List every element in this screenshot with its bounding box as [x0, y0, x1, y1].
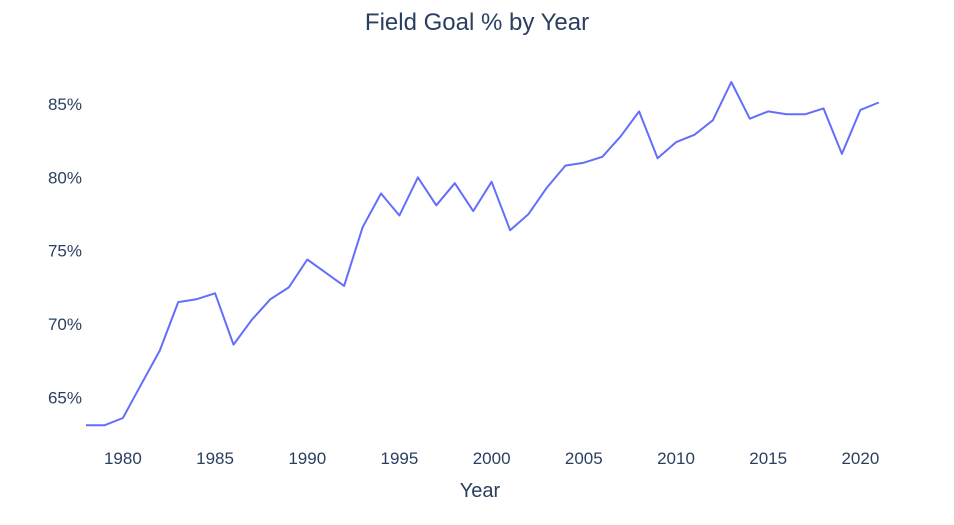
x-tick-label: 2000 — [473, 449, 511, 468]
x-axis-title: Year — [460, 480, 501, 502]
x-axis-ticks: 1980 1985 1990 1995 2000 2005 2010 2015 2020 — [104, 449, 879, 468]
y-axis-ticks: 65% 70% 75% 80% 85% — [48, 95, 82, 407]
x-tick-label: 2020 — [841, 449, 879, 468]
x-tick-label: 1985 — [196, 449, 234, 468]
y-tick-label: 85% — [48, 95, 82, 114]
x-tick-label: 1995 — [381, 449, 419, 468]
x-tick-label: 2010 — [657, 449, 695, 468]
chart-title: Field Goal % by Year — [365, 9, 589, 36]
x-tick-label: 2005 — [565, 449, 603, 468]
x-tick-label: 2015 — [749, 449, 787, 468]
x-tick-label: 1990 — [288, 449, 326, 468]
series-line — [86, 81, 880, 427]
y-tick-label: 80% — [48, 168, 82, 187]
y-tick-label: 65% — [48, 388, 82, 407]
y-tick-label: 70% — [48, 315, 82, 334]
plot-area — [86, 81, 880, 427]
x-tick-label: 1980 — [104, 449, 142, 468]
y-tick-label: 75% — [48, 242, 82, 261]
